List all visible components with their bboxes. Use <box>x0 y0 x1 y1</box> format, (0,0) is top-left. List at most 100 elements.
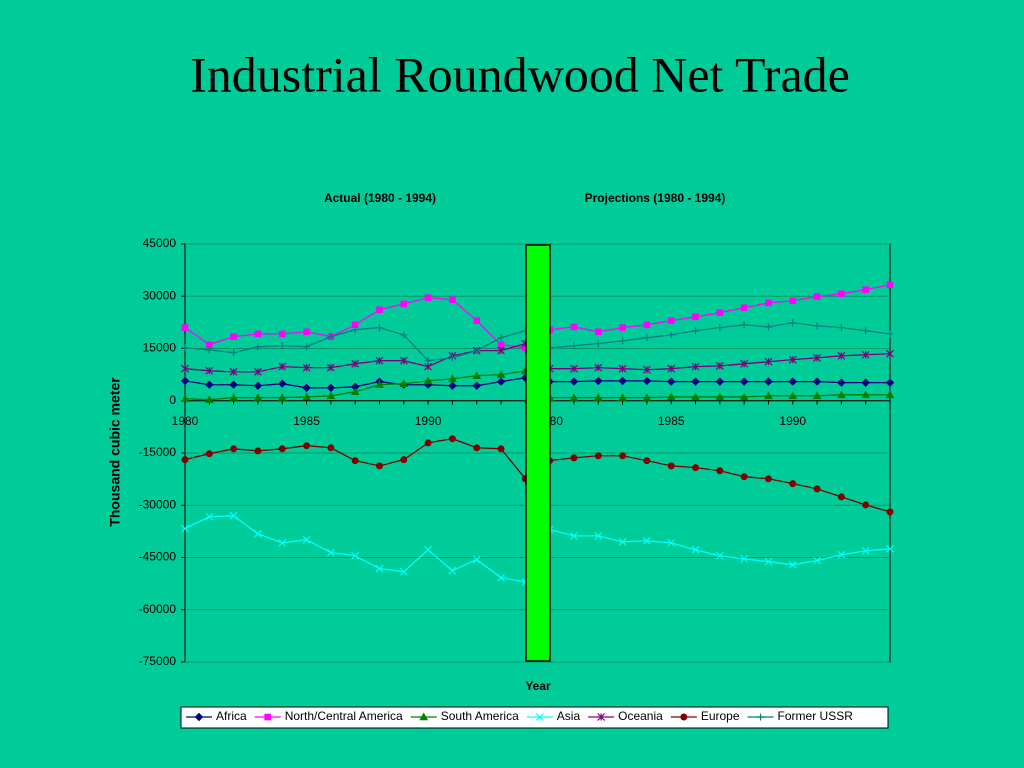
marker <box>326 363 335 372</box>
marker <box>715 361 724 370</box>
marker <box>789 319 797 327</box>
marker <box>229 367 238 376</box>
marker <box>642 376 652 386</box>
marker <box>862 501 870 509</box>
marker <box>715 377 725 386</box>
marker <box>813 556 821 565</box>
marker <box>642 365 651 374</box>
marker <box>813 293 821 300</box>
marker <box>351 359 360 368</box>
y-tick-label: 30000 <box>143 288 177 302</box>
marker <box>351 551 360 560</box>
marker <box>619 324 626 331</box>
marker <box>205 346 213 354</box>
marker <box>180 394 190 402</box>
marker <box>230 349 238 357</box>
plot-area: 45000 30000 15000 0 -15000 -30000 -45000 -60000… <box>139 236 895 668</box>
marker <box>400 456 408 464</box>
marker <box>423 376 433 385</box>
divider-bar <box>525 244 551 662</box>
x-axis-label: Year <box>525 679 551 693</box>
marker <box>424 357 432 365</box>
marker <box>278 445 286 453</box>
marker <box>764 475 772 483</box>
marker <box>667 364 676 373</box>
marker <box>837 378 846 387</box>
marker <box>788 377 797 386</box>
marker <box>205 450 213 458</box>
marker <box>764 323 772 331</box>
marker <box>278 362 287 371</box>
y-axis-label: Thousand cubic meter <box>107 377 123 527</box>
marker <box>326 391 336 400</box>
marker <box>327 333 335 341</box>
marker <box>253 381 263 390</box>
marker <box>448 566 457 575</box>
marker <box>229 511 238 520</box>
marker <box>277 393 287 401</box>
marker <box>619 337 627 345</box>
marker <box>472 555 481 564</box>
marker <box>837 351 846 360</box>
marker <box>205 380 214 389</box>
y-tick-label: -15000 <box>139 445 177 459</box>
marker <box>496 377 506 386</box>
marker <box>278 342 286 350</box>
marker <box>473 347 481 355</box>
marker <box>424 294 432 301</box>
marker <box>229 393 238 401</box>
legend: Africa North/Central America South America… <box>180 706 889 729</box>
marker <box>229 380 238 389</box>
y-tick-label: -45000 <box>139 550 177 564</box>
marker <box>497 445 505 453</box>
marker <box>375 564 384 573</box>
marker <box>230 333 237 340</box>
marker <box>570 454 578 462</box>
marker <box>448 374 457 383</box>
marker <box>376 462 383 470</box>
x-tick-label: 1980 <box>172 414 199 428</box>
marker <box>204 395 214 404</box>
marker <box>680 713 688 721</box>
marker <box>303 328 310 336</box>
marker <box>715 551 724 560</box>
marker <box>740 321 748 329</box>
marker <box>618 537 627 546</box>
marker <box>350 387 360 395</box>
marker <box>594 376 603 386</box>
marker <box>496 370 506 378</box>
legend-label: Europe <box>701 709 740 723</box>
marker <box>424 362 433 371</box>
marker <box>194 712 204 722</box>
marker <box>619 452 627 460</box>
marker <box>716 324 724 332</box>
marker <box>643 321 651 329</box>
marker <box>667 538 676 547</box>
marker <box>303 343 311 351</box>
marker <box>764 391 773 400</box>
legend-label: Africa <box>216 709 247 723</box>
marker <box>739 377 749 386</box>
marker <box>861 546 870 555</box>
legend-label: South America <box>441 709 519 723</box>
legend-label: North/Central America <box>285 709 403 723</box>
y-tick-label: -75000 <box>139 654 177 668</box>
marker <box>569 393 579 401</box>
marker <box>594 340 602 348</box>
marker <box>886 330 894 338</box>
marker <box>376 306 383 314</box>
marker <box>230 445 238 453</box>
marker <box>424 545 433 554</box>
marker <box>765 299 772 307</box>
marker <box>375 380 384 389</box>
marker <box>691 392 700 401</box>
marker <box>715 392 725 401</box>
marker <box>302 363 311 372</box>
marker <box>181 456 189 464</box>
marker <box>424 439 432 447</box>
marker <box>740 304 748 312</box>
marker <box>691 362 700 371</box>
x-tick-label: 1985 <box>658 414 685 428</box>
annotation: Projections (1980 - 1994) <box>585 191 726 205</box>
x-tick-label: 1990 <box>415 414 442 428</box>
